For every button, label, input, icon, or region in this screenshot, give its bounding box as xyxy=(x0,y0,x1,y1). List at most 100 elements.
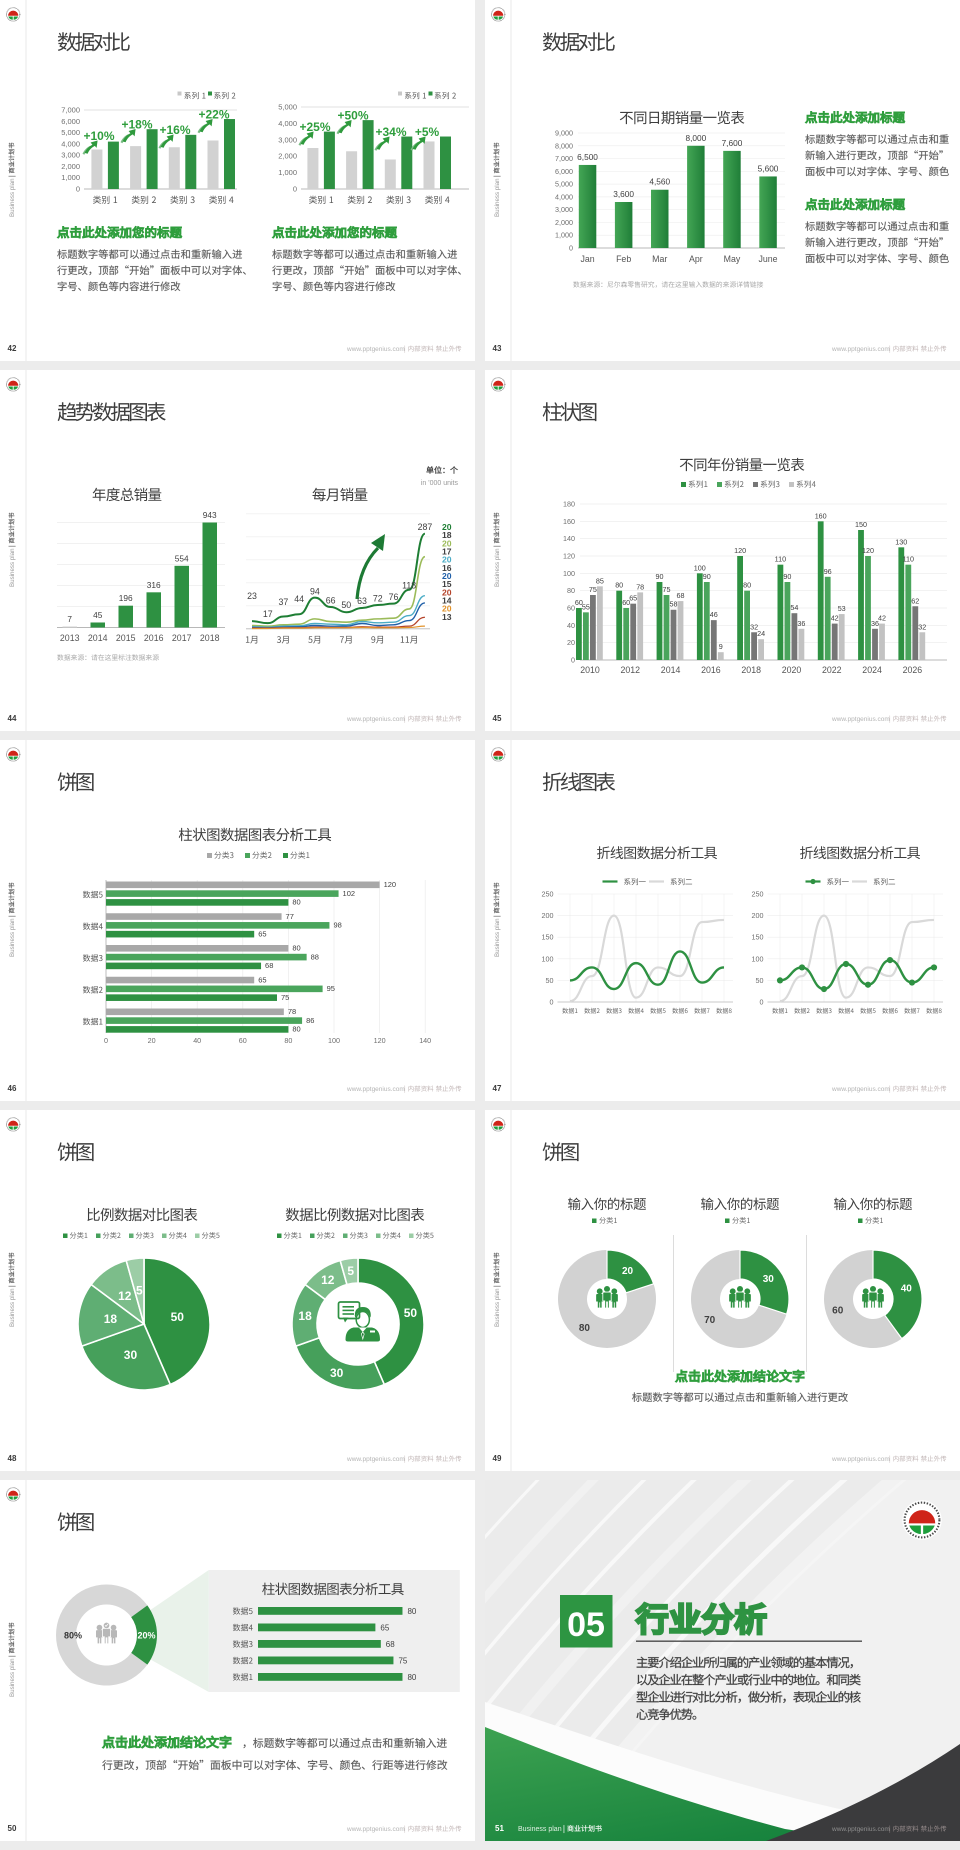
svg-text:Mar: Mar xyxy=(652,254,667,264)
svg-text:50: 50 xyxy=(546,976,554,985)
svg-text:150: 150 xyxy=(855,520,867,529)
svg-text:95: 95 xyxy=(327,984,335,993)
svg-text:90: 90 xyxy=(703,572,711,581)
svg-text:120: 120 xyxy=(563,552,575,561)
svg-text:2012: 2012 xyxy=(621,665,641,675)
svg-text:60: 60 xyxy=(575,598,583,607)
svg-text:80: 80 xyxy=(579,1323,591,1334)
svg-text:18: 18 xyxy=(442,530,452,540)
svg-text:17: 17 xyxy=(263,609,273,619)
svg-text:250: 250 xyxy=(752,890,764,899)
svg-text:65: 65 xyxy=(380,1624,389,1633)
svg-text:0: 0 xyxy=(104,1036,108,1045)
svg-text:100: 100 xyxy=(328,1036,340,1045)
svg-text:36: 36 xyxy=(797,619,805,628)
svg-text:60: 60 xyxy=(622,598,630,607)
svg-text:www.pptgenius.com: www.pptgenius.com xyxy=(346,716,405,723)
svg-text:30: 30 xyxy=(330,1366,344,1380)
svg-text:48: 48 xyxy=(8,1454,17,1463)
svg-text:32: 32 xyxy=(918,622,926,631)
svg-text:40: 40 xyxy=(567,621,575,630)
svg-text:5,600: 5,600 xyxy=(758,163,779,173)
svg-text:May: May xyxy=(724,254,741,264)
svg-text:68: 68 xyxy=(386,1640,395,1649)
svg-text:32: 32 xyxy=(750,622,758,631)
svg-text:65: 65 xyxy=(258,929,266,938)
svg-text:200: 200 xyxy=(752,911,764,920)
svg-text:5,000: 5,000 xyxy=(61,128,80,137)
svg-text:98: 98 xyxy=(333,921,341,930)
svg-text:44: 44 xyxy=(294,594,304,604)
svg-text:2024: 2024 xyxy=(862,665,882,675)
svg-text:www.pptgenius.com: www.pptgenius.com xyxy=(831,1086,890,1093)
svg-text:0: 0 xyxy=(569,244,573,253)
svg-text:120: 120 xyxy=(374,1036,386,1045)
svg-text:5,000: 5,000 xyxy=(278,103,297,112)
svg-text:50: 50 xyxy=(171,1310,185,1324)
svg-text:36: 36 xyxy=(871,619,879,628)
svg-text:110: 110 xyxy=(775,555,786,564)
svg-text:23: 23 xyxy=(247,591,257,601)
svg-text:20: 20 xyxy=(442,538,452,548)
svg-text:80: 80 xyxy=(407,1673,416,1682)
svg-text:68: 68 xyxy=(265,961,273,970)
svg-text:80: 80 xyxy=(284,1036,292,1045)
svg-text:60: 60 xyxy=(567,604,575,613)
svg-text:8,000: 8,000 xyxy=(685,133,706,143)
svg-text:2014: 2014 xyxy=(88,633,108,643)
svg-text:7: 7 xyxy=(67,614,72,624)
svg-text:0: 0 xyxy=(760,998,764,1007)
svg-text:100: 100 xyxy=(542,954,554,963)
svg-text:1,000: 1,000 xyxy=(278,168,297,177)
svg-text:68: 68 xyxy=(677,591,685,600)
svg-text:72: 72 xyxy=(373,594,383,604)
svg-text:Business plan: Business plan xyxy=(9,1288,16,1327)
svg-text:7,000: 7,000 xyxy=(61,106,80,115)
svg-text:180: 180 xyxy=(563,500,575,509)
svg-text:40: 40 xyxy=(901,1284,913,1295)
svg-text:17: 17 xyxy=(442,546,452,556)
svg-text:www.pptgenius.com: www.pptgenius.com xyxy=(831,1456,890,1463)
svg-text:44: 44 xyxy=(8,714,17,723)
svg-text:50: 50 xyxy=(404,1306,418,1320)
svg-text:14: 14 xyxy=(442,595,452,605)
svg-text:1,000: 1,000 xyxy=(555,231,573,240)
svg-text:2020: 2020 xyxy=(782,665,802,675)
svg-text:100: 100 xyxy=(563,569,575,578)
svg-text:76: 76 xyxy=(389,592,399,602)
svg-text:100: 100 xyxy=(694,563,706,572)
svg-text:www.pptgenius.com: www.pptgenius.com xyxy=(831,346,890,353)
svg-text:46: 46 xyxy=(710,610,718,619)
svg-text:3,000: 3,000 xyxy=(555,205,573,214)
svg-text:45: 45 xyxy=(93,610,103,620)
svg-text:Business plan: Business plan xyxy=(494,1288,501,1327)
svg-text:12: 12 xyxy=(321,1273,335,1287)
svg-text:7,000: 7,000 xyxy=(555,154,573,163)
svg-text:75: 75 xyxy=(589,585,597,594)
svg-text:2018: 2018 xyxy=(200,633,220,643)
svg-text:78: 78 xyxy=(288,1007,296,1016)
svg-text:943: 943 xyxy=(203,510,217,520)
svg-text:0: 0 xyxy=(550,998,554,1007)
svg-text:4,000: 4,000 xyxy=(61,139,80,148)
svg-text:5,000: 5,000 xyxy=(555,180,573,189)
svg-text:www.pptgenius.com: www.pptgenius.com xyxy=(346,346,405,353)
svg-text:www.pptgenius.com: www.pptgenius.com xyxy=(346,1086,405,1093)
svg-text:63: 63 xyxy=(357,596,367,606)
svg-text:86: 86 xyxy=(306,1016,314,1025)
svg-text:0: 0 xyxy=(571,656,575,665)
svg-text:100: 100 xyxy=(752,954,764,963)
svg-text:150: 150 xyxy=(752,933,764,942)
svg-text:9: 9 xyxy=(719,642,723,651)
svg-text:110: 110 xyxy=(903,555,914,564)
svg-text:53: 53 xyxy=(838,604,846,613)
svg-text:90: 90 xyxy=(783,572,791,581)
svg-text:140: 140 xyxy=(563,534,575,543)
svg-text:130: 130 xyxy=(895,537,907,546)
svg-text:2013: 2013 xyxy=(60,633,80,643)
svg-text:2018: 2018 xyxy=(741,665,761,675)
svg-text:80: 80 xyxy=(292,1025,300,1034)
svg-text:6,000: 6,000 xyxy=(555,167,573,176)
svg-text:46: 46 xyxy=(8,1084,17,1093)
svg-text:Business plan: Business plan xyxy=(9,1658,16,1697)
